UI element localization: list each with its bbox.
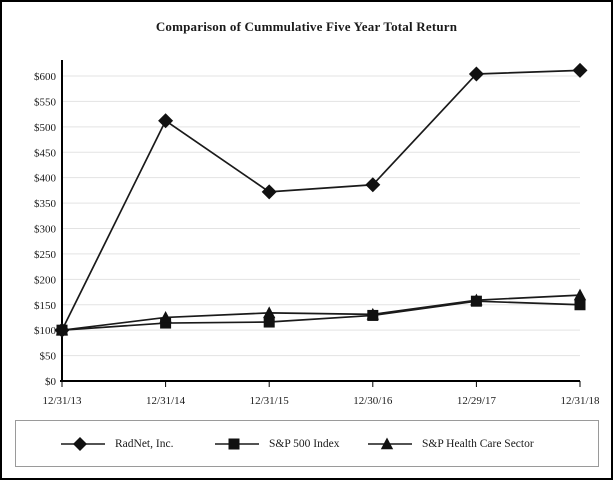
x-tick-label: 12/29/17 [457,395,497,407]
y-tick-label: $400 [34,173,57,185]
legend-label: RadNet, Inc. [115,437,174,450]
legend-label: S&P 500 Index [269,437,340,450]
y-tick-label: $50 [40,351,57,363]
series-line-square [61,300,581,332]
y-tick-label: $600 [34,71,57,83]
diamond-marker-icon [572,62,588,78]
y-tick-label: $550 [34,96,57,108]
legend-entry-radnet: RadNet, Inc. [60,421,173,466]
legend-label: S&P Health Care Sector [422,437,534,450]
diamond-marker-icon [73,436,87,451]
y-tick-label: $0 [45,376,57,388]
chart-title: Comparison of Cummulative Five Year Tota… [155,19,458,34]
triangle-marker-icon [470,293,483,306]
y-tick-label: $500 [34,122,57,134]
square-marker-icon [574,299,586,311]
diamond-marker-icon [261,184,277,200]
triangle-marker-icon [159,310,172,323]
x-tick-label: 12/30/16 [353,395,393,407]
y-tick-label: $150 [34,300,57,312]
chart-legend: RadNet, Inc. S&P 500 Index S&P Health Ca… [15,420,599,467]
series-line-diamond [61,69,581,331]
triangle-marker-icon [366,307,379,320]
y-tick-label: $250 [34,249,57,261]
square-marker-icon [228,438,240,449]
diamond-marker-icon [468,66,484,82]
diamond-marker-icon [158,113,174,129]
square-marker-icon [215,438,259,449]
x-tick-label: 12/31/14 [146,395,186,407]
y-tick-label: $450 [34,147,57,159]
series-line-triangle [61,294,581,332]
triangle-marker-icon [263,306,276,319]
square-marker-icon [263,316,275,328]
triangle-marker-icon [55,323,69,336]
square-marker-icon [160,317,172,329]
y-tick-label: $100 [34,325,57,337]
chart-plot: $0 $50 $100 $150 $200 $250 $300 $350 $400 $450 $50… [34,60,600,407]
legend-entry-sp500: S&P 500 Index [214,421,340,466]
triangle-marker-icon [573,288,587,301]
triangle-marker-icon [380,437,394,449]
triangle-marker-icon [368,437,412,449]
y-tick-label: $300 [34,224,57,236]
y-tick-label: $200 [34,274,57,286]
diamond-marker-icon [365,177,381,193]
x-tick-label: 12/31/15 [250,395,290,407]
legend-entry-sp-healthcare: S&P Health Care Sector [367,421,534,466]
y-tick-label: $350 [34,198,57,210]
x-tick-label: 12/31/13 [42,395,82,407]
x-tick-label: 12/31/18 [560,395,600,407]
diamond-marker-icon [61,436,105,451]
